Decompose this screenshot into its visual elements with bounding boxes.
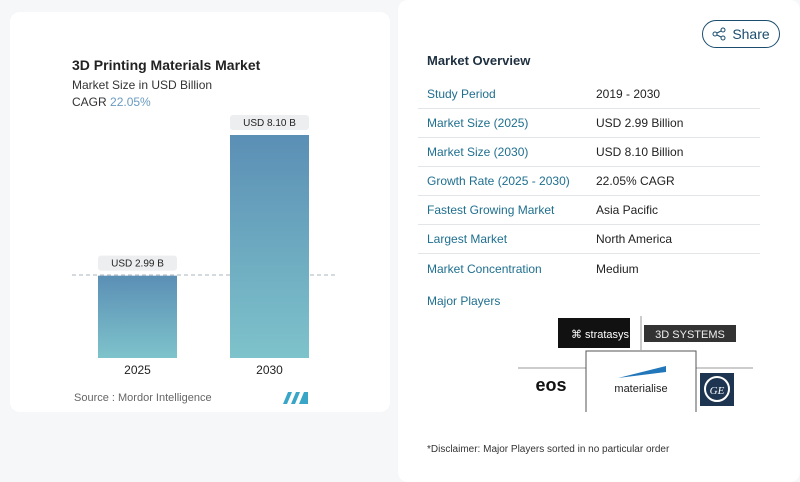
row-label: Study Period — [427, 87, 496, 101]
row-label: Growth Rate (2025 - 2030) — [427, 174, 570, 188]
overview-title: Market Overview — [427, 53, 531, 68]
major-players-label: Major Players — [427, 294, 501, 308]
materialise-box — [585, 350, 697, 412]
data-label: USD 8.10 B — [243, 118, 296, 129]
players-logos: ⌘ stratasys 3D SYSTEMS materialise eos G… — [518, 316, 753, 412]
materialise-text: materialise — [614, 383, 667, 395]
data-label-bg — [230, 115, 309, 130]
chart-card — [10, 12, 390, 412]
share-label: Share — [732, 26, 770, 42]
row-value: Asia Pacific — [596, 203, 659, 217]
bar-chart: USD 2.99 B 2025 USD 8.10 B 2030 — [72, 115, 338, 377]
row-label: Fastest Growing Market — [427, 203, 555, 217]
bar-2025 — [98, 275, 177, 358]
source: Source : Mordor Intelligence — [74, 392, 212, 404]
row-label: Largest Market — [427, 232, 508, 246]
cagr-label: CAGR — [72, 95, 107, 109]
overview-row: Market Size (2025) USD 2.99 Billion — [418, 109, 760, 138]
row-label: Market Concentration — [427, 261, 542, 276]
mordor-logo — [283, 392, 308, 404]
chart-subtitle: Market Size in USD Billion — [72, 78, 213, 92]
stratasys-text: ⌘ stratasys — [571, 329, 630, 341]
overview-row: Growth Rate (2025 - 2030) 22.05% CAGR — [418, 167, 760, 196]
data-label: USD 2.99 B — [111, 259, 164, 270]
share-button[interactable]: Share — [702, 20, 780, 48]
cagr: CAGR 22.05% — [72, 95, 151, 109]
chart-title: 3D Printing Materials Market — [72, 57, 261, 73]
eos-logo: eos — [535, 375, 566, 395]
data-label-bg — [98, 255, 177, 271]
row-value: Medium — [596, 261, 639, 276]
overview-row: Study Period 2019 - 2030 — [418, 80, 760, 109]
overview-row: Market Concentration Medium — [418, 254, 760, 283]
row-value: North America — [596, 232, 673, 246]
stratasys-logo — [558, 318, 630, 348]
row-value: 2019 - 2030 — [596, 87, 661, 101]
row-label: Market Size (2025) — [427, 116, 529, 130]
3dsystems-logo — [644, 325, 736, 342]
row-value: USD 8.10 Billion — [596, 145, 684, 159]
x-tick-label: 2025 — [124, 363, 151, 377]
row-value: 22.05% CAGR — [596, 174, 675, 188]
overview-row: Largest Market North America — [418, 225, 760, 254]
row-value: USD 2.99 Billion — [596, 116, 684, 130]
share-icon — [712, 27, 726, 41]
overview-row: Market Size (2030) USD 8.10 Billion — [418, 138, 760, 167]
x-tick-label: 2030 — [256, 363, 283, 377]
cagr-value: 22.05% — [110, 95, 151, 109]
overview-row: Fastest Growing Market Asia Pacific — [418, 196, 760, 225]
3dsystems-text: 3D SYSTEMS — [655, 329, 725, 341]
overview-table: Study Period 2019 - 2030 Market Size (2025… — [418, 80, 760, 283]
row-label: Market Size (2030) — [427, 145, 529, 159]
bar-2030 — [230, 135, 309, 358]
svg-text:GE: GE — [710, 385, 725, 397]
disclaimer: *Disclaimer: Major Players sorted in no … — [427, 444, 670, 455]
